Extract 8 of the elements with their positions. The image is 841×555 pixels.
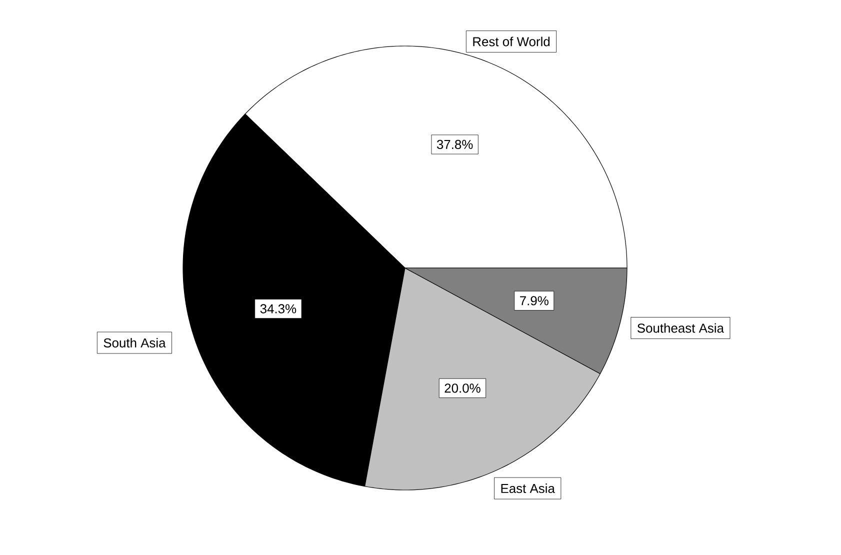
data-label: 34.3%: [260, 304, 296, 314]
slice-label: East Asia: [501, 484, 555, 494]
data-label: 37.8%: [436, 140, 473, 150]
slice-label: Southeast Asia: [637, 323, 724, 333]
data-label: 20.0%: [444, 384, 480, 393]
slice-label: South Asia: [104, 338, 166, 348]
data-label: 7.9%: [520, 296, 548, 306]
slice-label: Rest of World: [473, 36, 550, 46]
